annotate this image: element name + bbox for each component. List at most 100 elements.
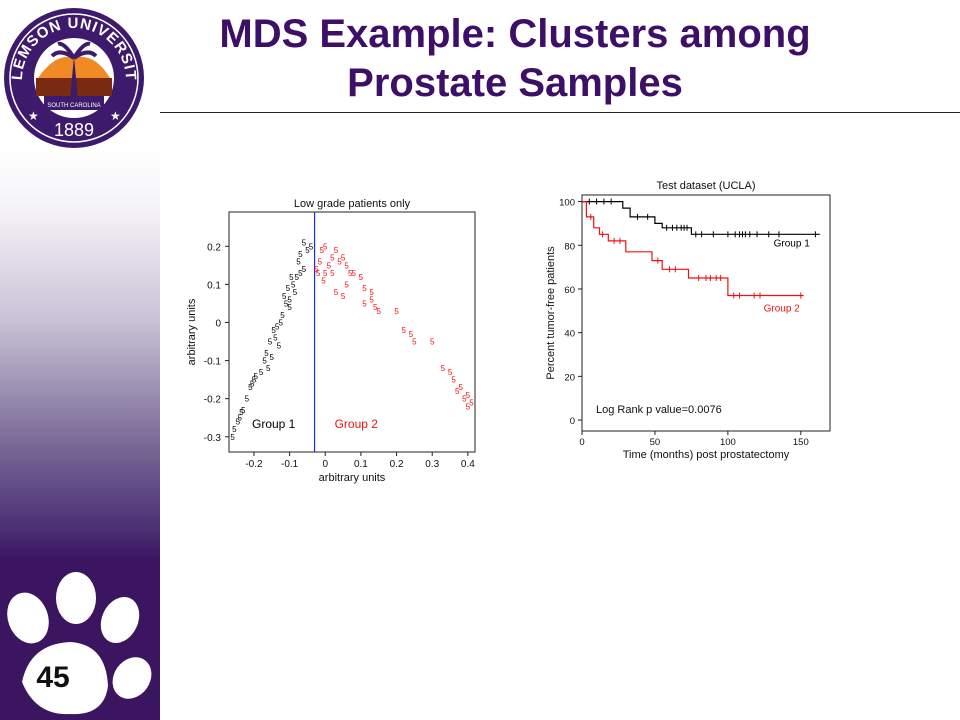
y-tick-label: 80 <box>564 241 575 252</box>
group2-point: 5 <box>462 395 467 404</box>
x-tick-label: 150 <box>793 437 809 448</box>
seal-year: 1889 <box>54 120 94 140</box>
group1-point: 5 <box>273 334 278 343</box>
group1-point: 5 <box>287 296 292 305</box>
chart-title: Test dataset (UCLA) <box>656 180 755 192</box>
group1-point: 5 <box>232 425 237 434</box>
x-tick-label: 50 <box>650 437 661 448</box>
group2-point: 5 <box>348 269 353 278</box>
group1-point: 5 <box>241 406 246 415</box>
x-tick-label: 100 <box>720 437 736 448</box>
group2-point: 5 <box>318 258 323 267</box>
group1-point: 5 <box>296 258 301 267</box>
seal-sub-text: SOUTH CAROLINA <box>47 103 100 109</box>
seal-star-right: ★ <box>110 109 121 123</box>
y-tick-label: 0 <box>570 416 575 427</box>
group2-point: 5 <box>337 258 342 267</box>
group2-point: 5 <box>377 307 382 316</box>
group2-point: 5 <box>466 402 471 411</box>
group2-point: 5 <box>334 246 339 255</box>
group1-survival-line <box>582 201 820 235</box>
group1-point: 5 <box>266 364 271 373</box>
group2-point: 5 <box>352 269 357 278</box>
group1-point: 5 <box>262 357 267 366</box>
group2-point: 5 <box>319 246 324 255</box>
group2-point: 5 <box>394 307 399 316</box>
group2-point: 5 <box>341 254 346 263</box>
group2-point: 5 <box>362 299 367 308</box>
group1-annotation: Group 1 <box>252 417 296 431</box>
group1-point: 5 <box>264 349 269 358</box>
group1-point: 5 <box>280 311 285 320</box>
group1-point: 5 <box>287 303 292 312</box>
x-tick-label: 0 <box>322 459 328 470</box>
group2-point: 5 <box>341 292 346 301</box>
y-tick-label: -0.3 <box>204 433 222 444</box>
x-tick-label: -0.1 <box>281 459 299 470</box>
group1-point: 5 <box>236 418 241 427</box>
plot-frame <box>228 211 476 453</box>
group1-point: 5 <box>284 299 289 308</box>
group1-point: 5 <box>278 318 283 327</box>
y-tick-label: -0.2 <box>204 395 222 406</box>
group2-annotation: Group 2 <box>335 417 379 431</box>
group1-point: 5 <box>270 353 275 362</box>
group2-point: 5 <box>316 269 321 278</box>
group2-point: 5 <box>344 280 349 289</box>
group1-point: 5 <box>302 238 307 247</box>
group2-point: 5 <box>441 364 446 373</box>
group2-point: 5 <box>321 277 326 286</box>
y-tick-label: 0.2 <box>207 242 221 253</box>
group2-point: 5 <box>369 296 374 305</box>
y-tick-label: 20 <box>564 372 575 383</box>
group1-point: 5 <box>268 338 273 347</box>
title-divider <box>160 112 960 113</box>
y-tick-label: 40 <box>564 329 575 340</box>
group2-point: 5 <box>330 269 335 278</box>
group2-point: 5 <box>359 273 364 282</box>
group1-point: 5 <box>282 292 287 301</box>
group2-point: 5 <box>401 326 406 335</box>
group2-point: 5 <box>334 288 339 297</box>
log-rank-annotation: Log Rank p value=0.0076 <box>596 404 722 416</box>
mds-scatter-chart: Low grade patients only -0.2 -0.1 0 0.1 0.2 0.… <box>186 198 476 484</box>
group2-point: 5 <box>314 265 319 274</box>
group1-point: 5 <box>275 322 280 331</box>
seal-star-left: ★ <box>28 109 39 123</box>
group2-legend-label: Group 2 <box>764 304 801 315</box>
group2-point: 5 <box>409 330 414 339</box>
group1-point: 5 <box>298 250 303 259</box>
y-tick-label: 100 <box>559 198 575 209</box>
y-axis-label: arbitrary units <box>186 298 198 365</box>
group1-point: 5 <box>298 269 303 278</box>
group1-point: 5 <box>248 383 253 392</box>
x-tick-label: 0.1 <box>354 459 368 470</box>
group2-point: 5 <box>469 398 474 407</box>
group1-point: 5 <box>259 368 264 377</box>
y-tick-label: 0 <box>215 318 221 329</box>
x-tick-label: 0.4 <box>461 459 475 470</box>
group1-point: 5 <box>286 284 291 293</box>
group2-point: 5 <box>344 261 349 270</box>
group2-point: 5 <box>323 269 328 278</box>
group2-survival-line <box>582 201 804 297</box>
x-tick-label: 0 <box>579 437 584 448</box>
group2-point: 5 <box>451 376 456 385</box>
slide-number: 45 <box>36 661 70 694</box>
group1-point: 5 <box>245 395 250 404</box>
y-tick-label: 0.1 <box>207 280 221 291</box>
group2-point: 5 <box>448 368 453 377</box>
plot-frame <box>581 194 831 432</box>
group2-point: 5 <box>323 242 328 251</box>
group2-point: 5 <box>362 284 367 293</box>
y-tick-label: 60 <box>564 285 575 296</box>
group1-point: 5 <box>309 242 314 251</box>
group1-point: 5 <box>271 326 276 335</box>
group1-point: 5 <box>230 433 235 442</box>
clemson-seal-logo: CLEMSON UNIVERSITY SOUTH CAROLINA 1889 ★… <box>0 0 144 148</box>
slide-title: MDS Example: Clusters among Prostate Sam… <box>150 10 880 108</box>
group2-point: 5 <box>373 303 378 312</box>
group2-point: 5 <box>330 254 335 263</box>
x-tick-label: 0.2 <box>390 459 404 470</box>
y-tick-label: -0.1 <box>204 357 222 368</box>
